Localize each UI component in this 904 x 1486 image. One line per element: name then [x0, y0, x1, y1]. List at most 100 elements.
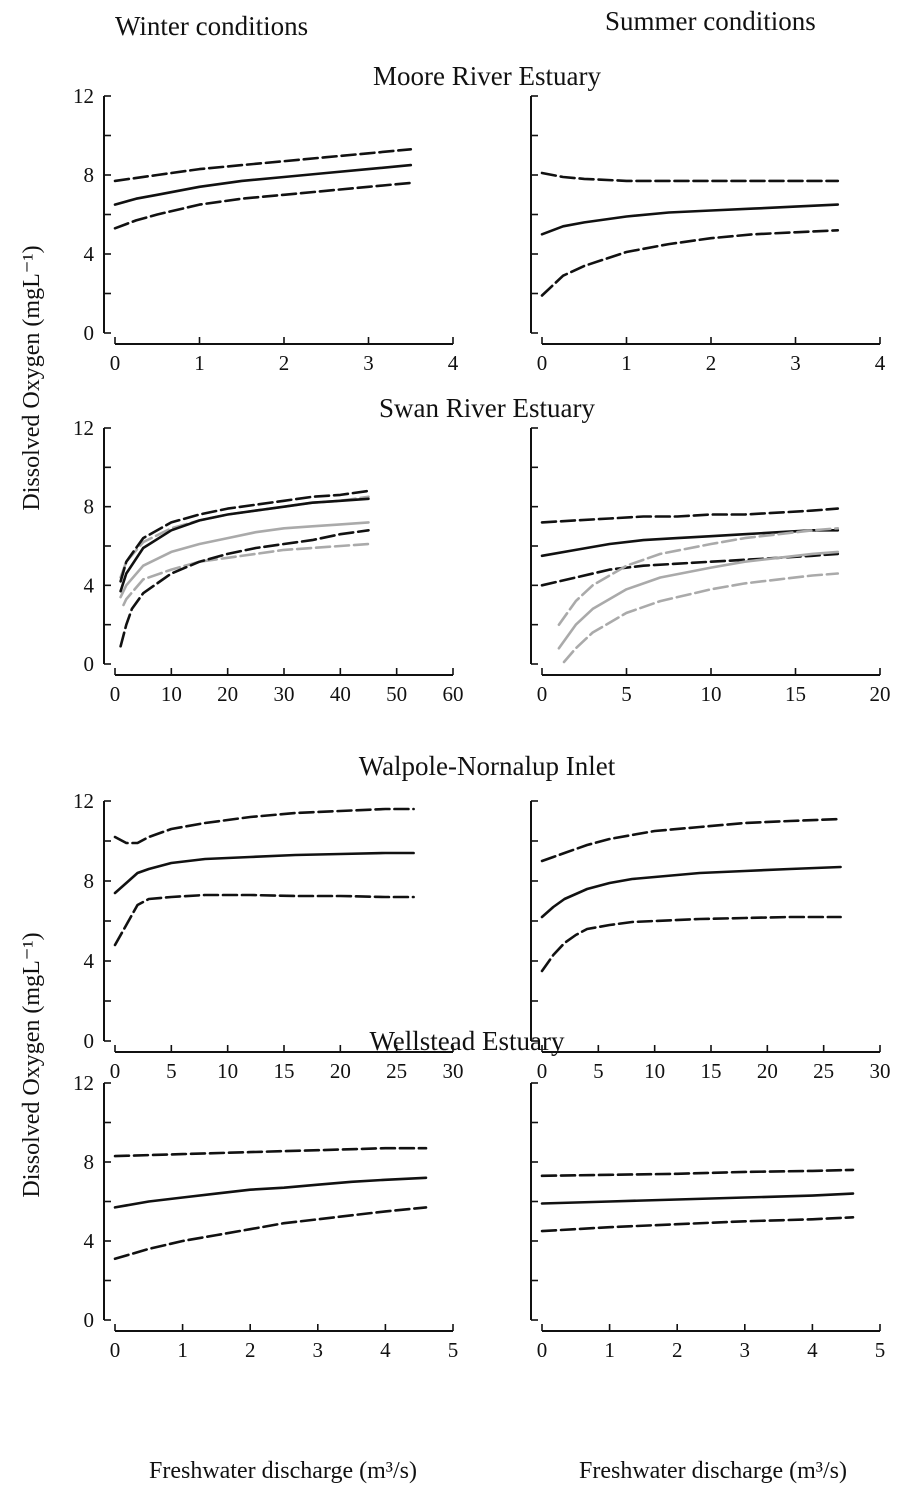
x-tick-label: 10 [701, 682, 722, 706]
x-axis-label-winter: Freshwater discharge (m³/s) [149, 1458, 417, 1484]
x-tick-label: 20 [757, 1059, 778, 1083]
y-tick-label: 4 [84, 949, 95, 973]
x-tick-label: 5 [166, 1059, 177, 1083]
x-tick-label: 2 [279, 351, 290, 375]
series-line-dashed [113, 807, 415, 845]
y-tick-label: 4 [84, 573, 95, 597]
chart-swan-winter: 0 4 8 12 0 10 20 30 40 50 60 [73, 416, 464, 706]
y-tick-label: 0 [84, 321, 95, 345]
x-tick-label: 30 [870, 1059, 891, 1083]
series-line-solid [540, 203, 840, 236]
x-tick-label: 5 [621, 682, 632, 706]
series-line-dashed [540, 1216, 855, 1233]
chart-wellstead-summer: 0 1 2 3 4 5 [530, 1082, 886, 1362]
panel-title-walpole: Walpole-Nornalup Inlet [359, 751, 616, 781]
y-tick-label: 12 [73, 416, 94, 440]
series-line-dashed [540, 1168, 855, 1178]
y-tick-label: 8 [84, 869, 95, 893]
x-tick-label: 20 [330, 1059, 351, 1083]
x-tick-label: 40 [330, 682, 351, 706]
series-line-dashed [113, 148, 413, 183]
y-tick-label: 0 [84, 1029, 95, 1053]
y-tick-label: 0 [84, 652, 95, 676]
series-line-solid [557, 550, 840, 650]
chart-swan-summer: 0 5 10 15 20 [530, 427, 891, 706]
chart-moore-summer: 0 1 2 3 4 [530, 95, 886, 375]
x-tick-label: 0 [110, 351, 121, 375]
x-tick-label: 4 [875, 351, 886, 375]
series-line-solid [119, 521, 370, 599]
x-tick-label: 1 [621, 351, 632, 375]
series-line-dashed [119, 489, 370, 583]
x-tick-label: 60 [443, 682, 464, 706]
x-tick-label: 20 [217, 682, 238, 706]
x-tick-label: 4 [448, 351, 459, 375]
series-line-dashed [113, 181, 413, 230]
x-tick-label: 3 [313, 1338, 324, 1362]
chart-walpole-winter: 0 4 8 12 0 5 10 15 20 25 30 [73, 789, 464, 1083]
chart-walpole-summer: 0 5 10 15 20 25 30 [530, 800, 891, 1083]
y-axis-label-upper: Dissolved Oxygen (mgL⁻¹) [19, 245, 45, 510]
panel-title-moore: Moore River Estuary [373, 61, 601, 91]
series-line-dashed [540, 171, 840, 183]
series-line-dashed [119, 529, 370, 648]
series-line-dashed [113, 1206, 428, 1261]
x-tick-label: 30 [443, 1059, 464, 1083]
x-tick-label: 2 [245, 1338, 256, 1362]
x-tick-label: 10 [217, 1059, 238, 1083]
series-line-dashed [540, 915, 842, 973]
series-line-solid [113, 851, 415, 895]
series-line-solid [540, 1192, 855, 1205]
x-tick-label: 0 [537, 1059, 548, 1083]
x-tick-label: 1 [194, 351, 205, 375]
x-tick-label: 4 [807, 1338, 818, 1362]
x-tick-label: 0 [110, 1338, 121, 1362]
column-header-summer: Summer conditions [605, 6, 816, 36]
series-line-dashed [540, 229, 840, 297]
series-line-dashed [557, 527, 840, 626]
y-tick-label: 4 [84, 242, 95, 266]
x-tick-label: 1 [177, 1338, 188, 1362]
series-line-dashed [540, 552, 840, 587]
series-line-dashed [562, 572, 840, 664]
series-line-solid [113, 163, 413, 206]
y-tick-label: 8 [84, 1150, 95, 1174]
y-tick-label: 8 [84, 163, 95, 187]
x-tick-label: 0 [537, 351, 548, 375]
y-axis-label-lower: Dissolved Oxygen (mgL⁻¹) [19, 932, 45, 1197]
x-tick-label: 2 [672, 1338, 683, 1362]
x-tick-label: 15 [785, 682, 806, 706]
series-line-solid [113, 1176, 428, 1209]
series-line-dashed [540, 817, 842, 863]
y-tick-label: 12 [73, 84, 94, 108]
x-tick-label: 0 [537, 1338, 548, 1362]
series-line-dashed [113, 1146, 428, 1158]
x-tick-label: 5 [875, 1338, 886, 1362]
x-tick-label: 3 [363, 351, 374, 375]
series-line-solid [540, 529, 840, 558]
series-line-dashed [122, 542, 370, 607]
x-tick-label: 25 [813, 1059, 834, 1083]
y-tick-label: 8 [84, 495, 95, 519]
x-tick-label: 15 [274, 1059, 295, 1083]
series-line-solid [119, 497, 370, 593]
x-tick-label: 3 [740, 1338, 751, 1362]
y-tick-label: 4 [84, 1229, 95, 1253]
x-tick-label: 0 [110, 682, 121, 706]
x-tick-label: 10 [161, 682, 182, 706]
x-tick-label: 4 [380, 1338, 391, 1362]
y-tick-label: 12 [73, 1071, 94, 1095]
column-header-winter: Winter conditions [115, 11, 308, 41]
series-line-dashed [113, 893, 415, 947]
x-tick-label: 30 [274, 682, 295, 706]
x-axis-label-summer: Freshwater discharge (m³/s) [579, 1458, 847, 1484]
x-tick-label: 5 [593, 1059, 604, 1083]
x-tick-label: 5 [448, 1338, 459, 1362]
x-tick-label: 3 [790, 351, 801, 375]
y-tick-label: 0 [84, 1308, 95, 1332]
x-tick-label: 20 [870, 682, 891, 706]
